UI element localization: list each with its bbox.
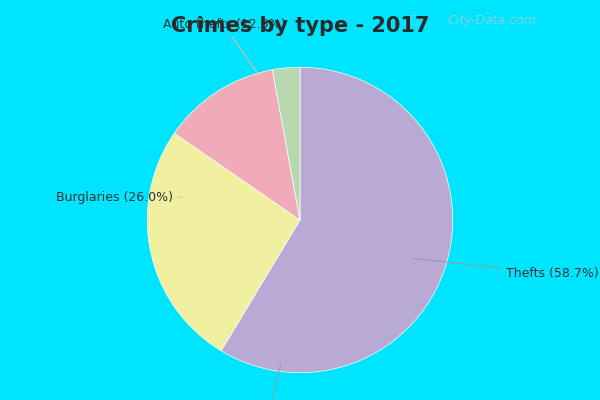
- Text: Burglaries (26.0%): Burglaries (26.0%): [56, 190, 182, 204]
- Text: Rapes (2.9%): Rapes (2.9%): [224, 363, 308, 400]
- Wedge shape: [272, 67, 300, 220]
- Text: Auto thefts (12.5%): Auto thefts (12.5%): [163, 18, 285, 92]
- Text: Crimes by type - 2017: Crimes by type - 2017: [171, 16, 429, 36]
- Text: Thefts (58.7%): Thefts (58.7%): [413, 258, 599, 280]
- Text: City-Data.com: City-Data.com: [448, 14, 537, 27]
- Wedge shape: [221, 67, 453, 373]
- Wedge shape: [175, 70, 300, 220]
- Wedge shape: [147, 133, 300, 351]
- Text: ⓘ: ⓘ: [410, 14, 418, 27]
